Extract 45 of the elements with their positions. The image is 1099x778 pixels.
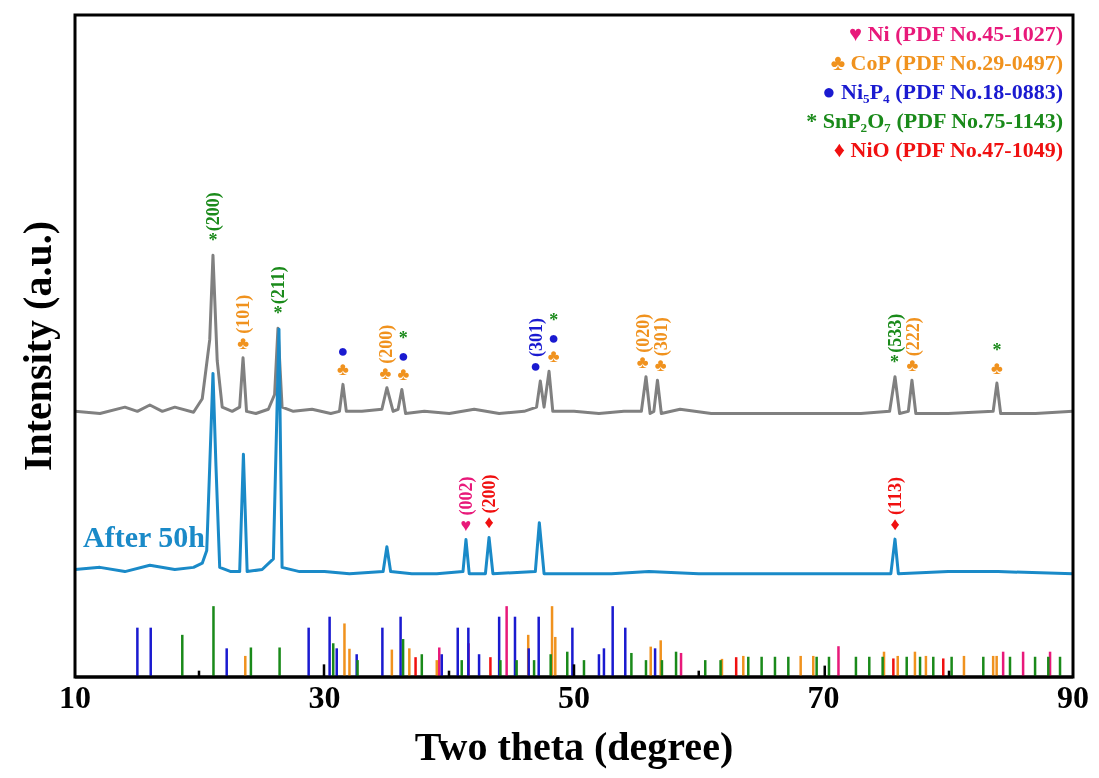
annotation: ♣ [397,364,410,385]
annotation: (301) [525,318,547,357]
annotation: (533) [884,313,906,353]
annotation: * [398,328,408,349]
y-axis-title: Intensity (a.u.) [15,220,60,472]
annotation: (002) [456,476,478,516]
annotation: * [273,303,283,324]
x-tick-label: 10 [59,678,91,715]
annotation: ♣ [379,362,392,383]
annotation: ♥ [460,514,472,535]
x-axis-title: Two theta (degree) [414,724,734,769]
annotation: * [992,340,1002,361]
annotation: ♣ [337,359,350,380]
x-tick-label: 70 [807,678,840,715]
text: ● Ni₅P₄ (PDF No.18-0883) [821,78,1063,106]
annotation: (113) [885,477,907,516]
annotation: * [549,310,559,331]
annotation: ♦ [484,512,494,533]
annotation: ● [397,346,409,367]
x-tick-label: 50 [558,678,590,715]
annotation: ● [530,356,542,376]
annotation: (101) [233,294,255,334]
annotation: ♣ [547,346,560,367]
annotation: (020) [633,313,655,353]
annotation: (200) [203,192,225,232]
annotation: (211) [268,266,290,305]
text: * SnP₂O₇ (PDF No.75-1143) [806,107,1063,135]
text: ♥ Ni (PDF No.45-1027) [848,20,1063,48]
annotation: * [889,351,899,372]
text: ♦ NiO (PDF No.47-1049) [832,136,1063,164]
x-tick-label: 90 [1057,678,1089,715]
x-tick-label: 30 [308,678,341,715]
annotation: (200) [375,324,397,364]
annotation: ♣ [906,355,919,376]
series-label: After 50h [83,520,206,554]
text: ♣ CoP (PDF No.29-0497) [829,49,1063,77]
annotation: ● [337,341,349,362]
annotation: ♦ [890,514,900,535]
annotation: ● [548,328,560,349]
annotation: ♣ [636,351,649,372]
annotation: ♣ [654,355,667,376]
annotation: * [208,230,218,251]
annotation: ♣ [991,358,1003,379]
annotation: ♣ [237,332,250,353]
annotation: (200) [479,474,501,514]
